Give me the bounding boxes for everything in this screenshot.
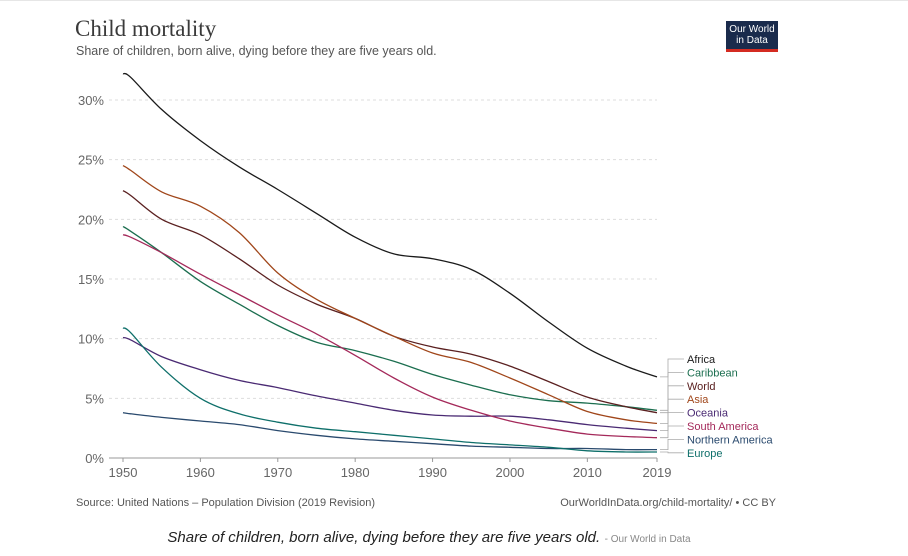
owid-logo[interactable]: Our World in Data [726, 21, 778, 52]
legend-label-northern-america: Northern America [687, 434, 773, 446]
y-tick-label: 0% [85, 451, 104, 466]
y-tick-label: 25% [78, 153, 104, 168]
series-line-asia [122, 165, 658, 425]
x-tick-label: 1980 [341, 465, 370, 480]
series-line-world [122, 190, 658, 414]
series-line-oceania [122, 336, 658, 432]
x-tick-label: 1970 [263, 465, 292, 480]
x-tick-label: 1960 [186, 465, 215, 480]
caption-text: Share of children, born alive, dying bef… [167, 529, 601, 546]
chart-title: Child mortality [75, 16, 217, 41]
series-line-northern-america [122, 412, 658, 451]
y-axis: 0% 5% 10% 15% 20% 25% 30% [78, 93, 104, 466]
y-tick-label: 5% [85, 391, 104, 406]
legend-label-europe: Europe [687, 448, 722, 460]
y-tick-label: 30% [78, 93, 104, 108]
x-tick-label: 2000 [495, 465, 524, 480]
series-line-africa [122, 72, 658, 378]
source-url-link[interactable]: OurWorldInData.org/child-mortality/ • CC… [560, 497, 776, 509]
logo-line-1: Our World [729, 24, 775, 35]
legend-label-africa: Africa [687, 354, 716, 366]
legend-connector [660, 412, 684, 432]
series-line-south-america [122, 234, 658, 439]
caption-credit: - Our World in Data [604, 534, 691, 545]
x-tick-label: 1950 [109, 465, 138, 480]
legend-label-world: World [687, 381, 716, 393]
series-line-europe [122, 327, 658, 453]
x-tick-label: 2019 [643, 465, 672, 480]
x-tick-label: 2010 [573, 465, 602, 480]
chart-subtitle: Share of children, born alive, dying bef… [76, 44, 437, 58]
grid-layer [109, 99, 657, 459]
legend-label-caribbean: Caribbean [687, 367, 738, 379]
legend-connector [660, 358, 684, 378]
top-divider [0, 0, 908, 1]
y-tick-label: 15% [78, 272, 104, 287]
legend-label-south-america: South America [687, 421, 759, 433]
x-tick-label: 1990 [418, 465, 447, 480]
logo-line-2: in Data [736, 35, 768, 46]
source-note: Source: United Nations – Population Divi… [76, 497, 375, 509]
image-caption: Share of children, born alive, dying bef… [0, 529, 858, 547]
legend-connector [660, 451, 684, 454]
legend-label-oceania: Oceania [687, 408, 729, 420]
y-tick-label: 20% [78, 212, 104, 227]
legend-connector [660, 371, 684, 411]
legend-label-asia: Asia [687, 394, 709, 406]
x-axis: 1950 1960 1970 1980 1990 2000 2010 2019 [109, 458, 672, 480]
legend-connector [660, 398, 684, 424]
series-line-caribbean [122, 225, 658, 411]
legend-connector [660, 425, 684, 439]
series-lines [122, 72, 658, 453]
legend-connector [660, 438, 684, 451]
y-tick-label: 10% [78, 332, 104, 347]
